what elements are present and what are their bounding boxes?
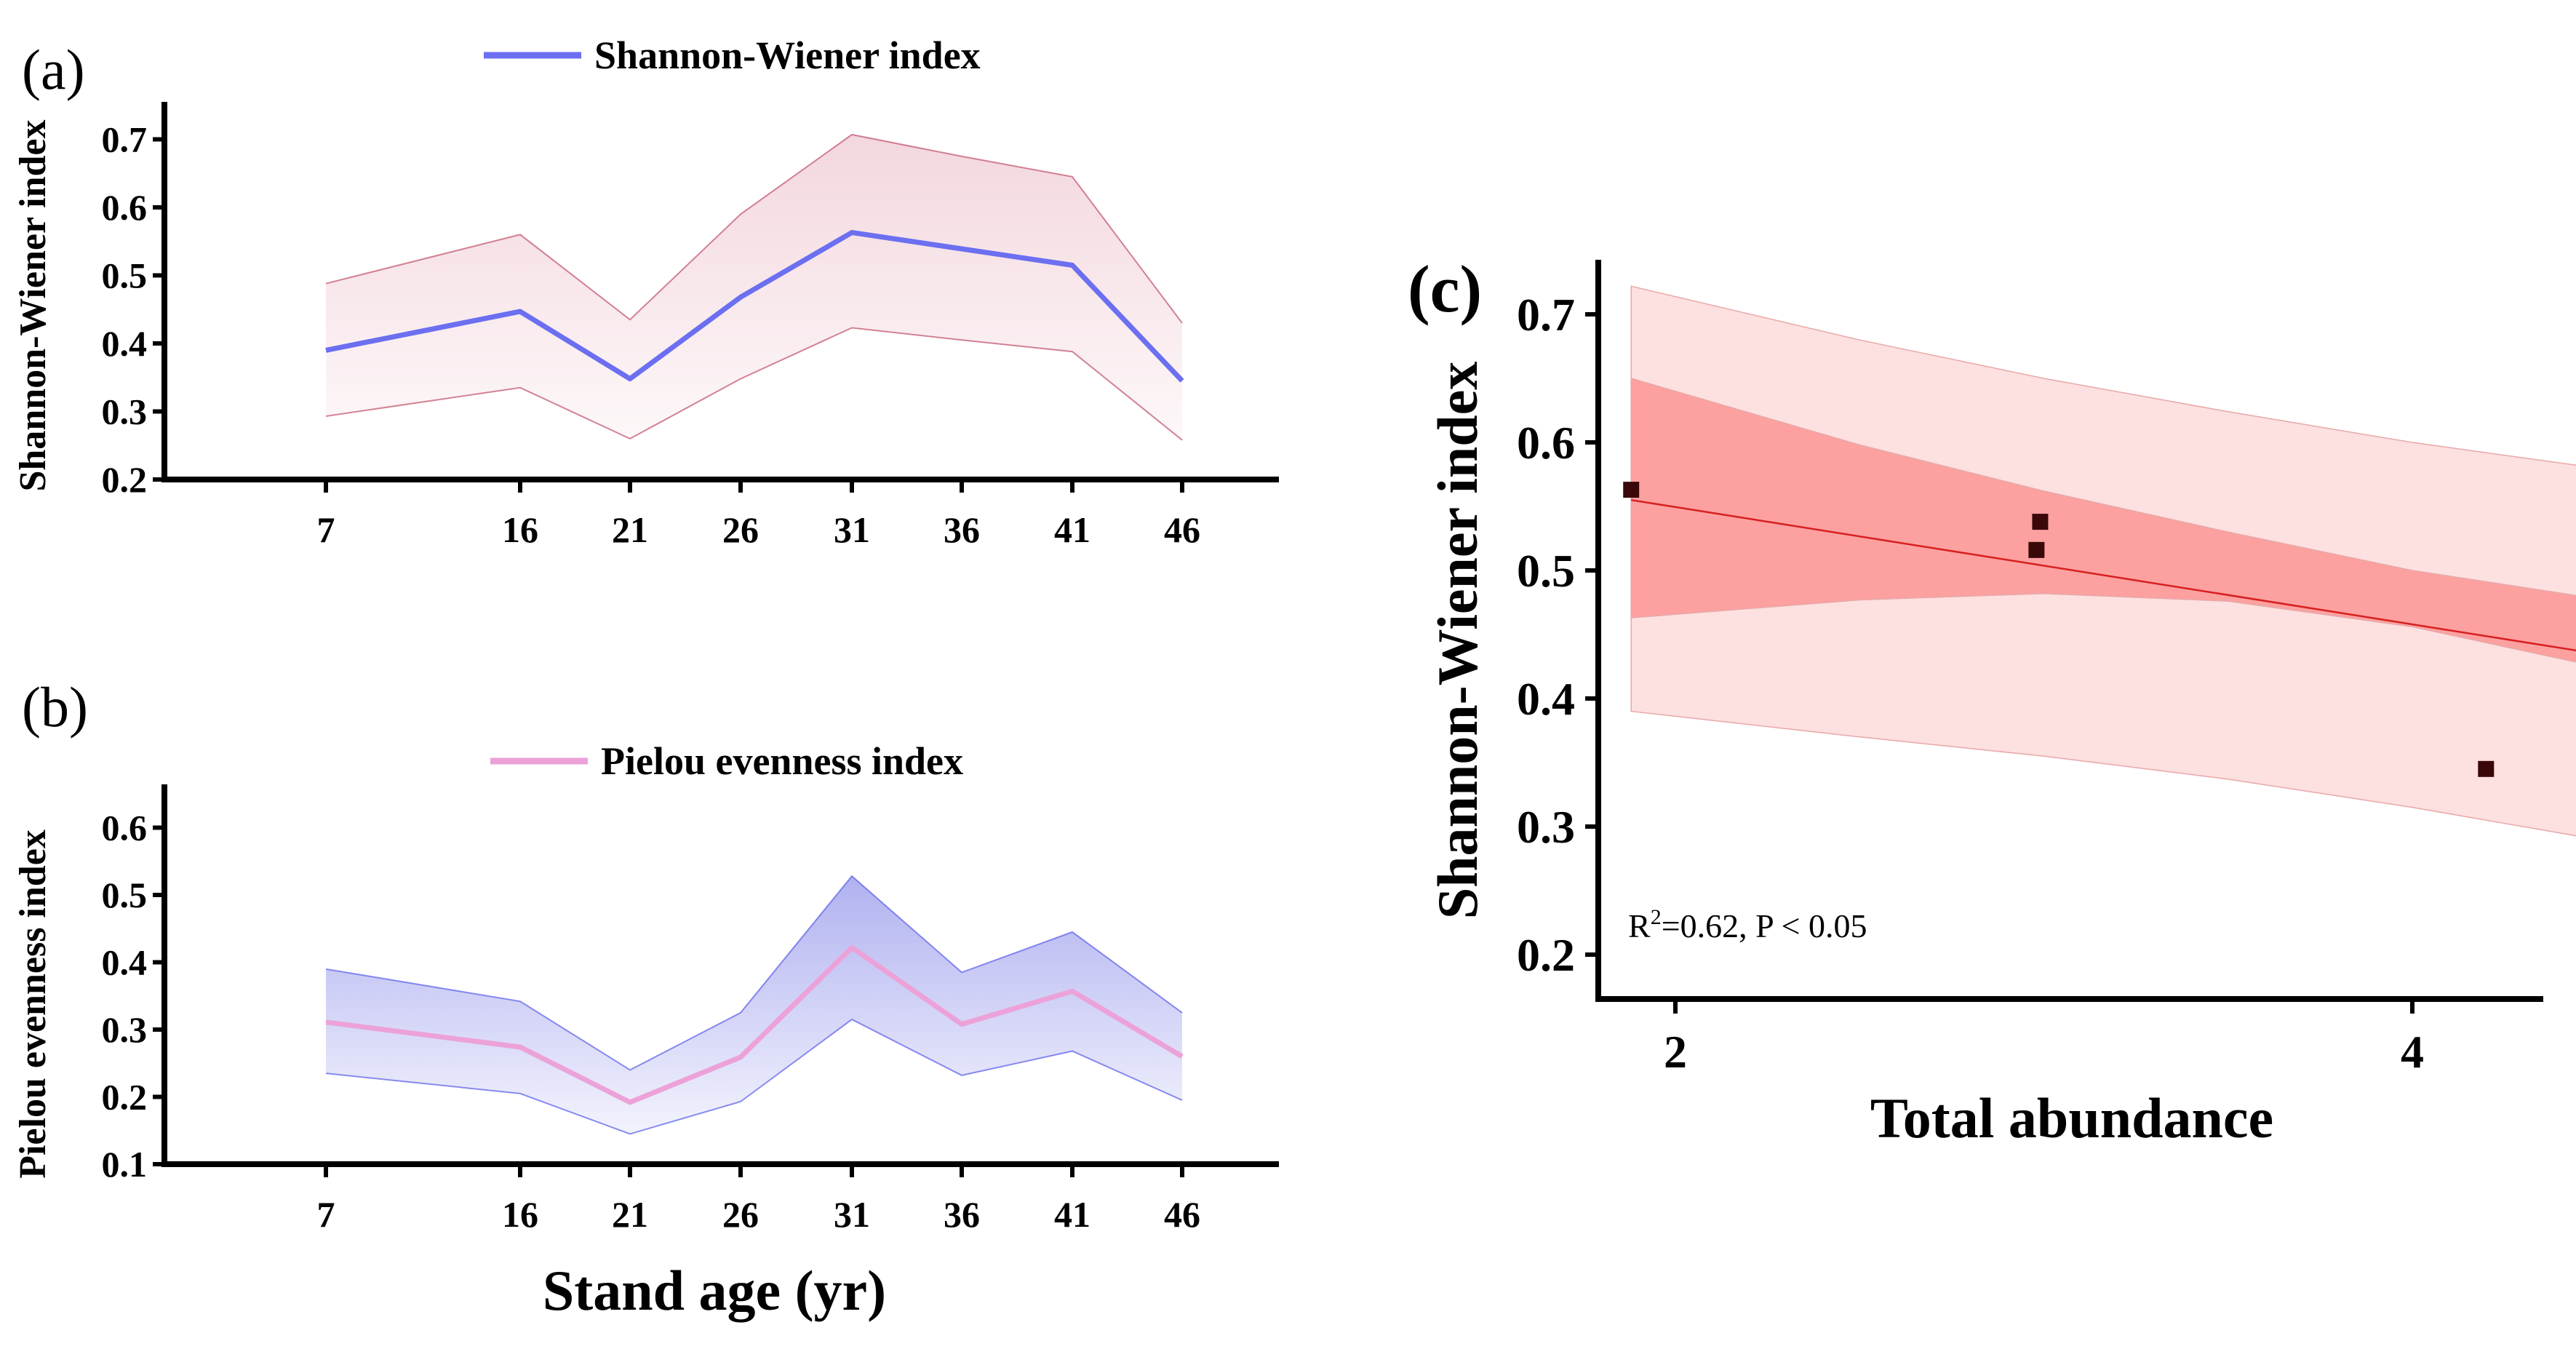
y-tick-label: 0.2 — [102, 459, 148, 500]
ci-upper-edge — [325, 875, 1183, 1071]
x-tick-label: 31 — [834, 1194, 870, 1235]
y-tick-label: 0.6 — [102, 187, 148, 228]
x-tick-label: 16 — [502, 509, 538, 550]
y-tick-label: 0.5 — [1517, 545, 1575, 597]
panel-label: (b) — [22, 675, 88, 739]
y-tick-label: 0.4 — [1517, 673, 1575, 725]
panel-label: (c) — [1408, 252, 1482, 326]
x-axis-title: Total abundance — [1870, 1086, 2273, 1150]
series-line — [325, 944, 1184, 1105]
y-tick-label: 0.2 — [1517, 929, 1575, 981]
y-tick-label: 0.6 — [102, 808, 148, 848]
data-point — [1623, 482, 1640, 498]
confidence-band — [1630, 378, 2576, 663]
x-tick-label: 21 — [612, 1194, 648, 1235]
y-tick-label: 0.7 — [1517, 289, 1575, 341]
y-tick-label: 0.4 — [102, 942, 148, 983]
x-tick-label: 16 — [502, 1194, 538, 1235]
y-tick-label: 0.3 — [102, 1009, 148, 1050]
x-tick-label: 41 — [1054, 1194, 1090, 1235]
x-tick-label: 21 — [612, 509, 648, 550]
x-tick-label: 46 — [1164, 509, 1200, 550]
legend-label: Pielou evenness index — [601, 739, 963, 783]
x-axis-title: Stand age (yr) — [543, 1259, 886, 1322]
y-tick-label: 0.5 — [102, 255, 148, 296]
y-tick-label: 0.3 — [1517, 801, 1575, 853]
r2-rest: =0.62, P < 0.05 — [1662, 907, 1867, 944]
r2-prefix: R — [1628, 907, 1651, 944]
panel-a: 0.2 0.3 0.4 0.5 0.6 0.7 7 16 21 26 31 36 41 46 Shannon… — [12, 33, 1279, 550]
ci-upper-edge — [325, 133, 1183, 324]
legend-label: Shannon-Wiener index — [594, 33, 981, 77]
x-tick-label: 36 — [944, 1194, 980, 1235]
data-point — [2032, 514, 2049, 530]
x-tick-label: 31 — [834, 509, 870, 550]
x-tick-label: 2 — [1664, 1026, 1687, 1078]
y-tick-label: 0.7 — [102, 119, 148, 160]
x-tick-label: 7 — [317, 1194, 335, 1235]
series-line — [325, 230, 1184, 383]
legend: Pielou evenness index — [490, 739, 963, 783]
panel-b: 0.1 0.2 0.3 0.4 0.5 0.6 7 16 21 26 31 36 41 46 Pielou … — [12, 675, 1279, 1322]
x-tick-label: 26 — [722, 509, 759, 550]
x-tick-label: 7 — [317, 509, 335, 550]
y-axis-title: Shannon-Wiener index — [1426, 362, 1489, 920]
x-tick-label: 36 — [944, 509, 980, 550]
x-tick-label: 41 — [1054, 509, 1090, 550]
panel-c: 0.20.30.40.50.60.7246Total abundanceShan… — [1408, 252, 2576, 1150]
r2-superscript: 2 — [1651, 905, 1662, 929]
r2-annotation: R2=0.62, P < 0.05 — [1628, 905, 1867, 944]
fit-line — [1631, 498, 2576, 652]
ci-lower-edge — [325, 1018, 1183, 1135]
y-tick-label: 0.3 — [102, 391, 148, 432]
legend: Shannon-Wiener index — [484, 33, 981, 77]
data-point — [2028, 541, 2045, 558]
y-tick-label: 0.2 — [102, 1077, 148, 1118]
x-tick-label: 26 — [722, 1194, 759, 1235]
y-axis-title: Shannon-Wiener index — [12, 119, 54, 491]
ci-lower-edge — [325, 327, 1183, 441]
ci-band — [326, 876, 1182, 1134]
y-tick-label: 0.1 — [102, 1144, 148, 1185]
y-tick-label: 0.4 — [102, 323, 148, 364]
y-axis-title: Pielou evenness index — [12, 829, 54, 1179]
y-tick-label: 0.5 — [102, 875, 148, 915]
data-point — [2478, 760, 2495, 777]
panel-label: (a) — [22, 38, 85, 101]
y-tick-label: 0.6 — [1517, 417, 1575, 469]
x-tick-label: 4 — [2401, 1026, 2424, 1078]
x-tick-label: 46 — [1164, 1194, 1200, 1235]
